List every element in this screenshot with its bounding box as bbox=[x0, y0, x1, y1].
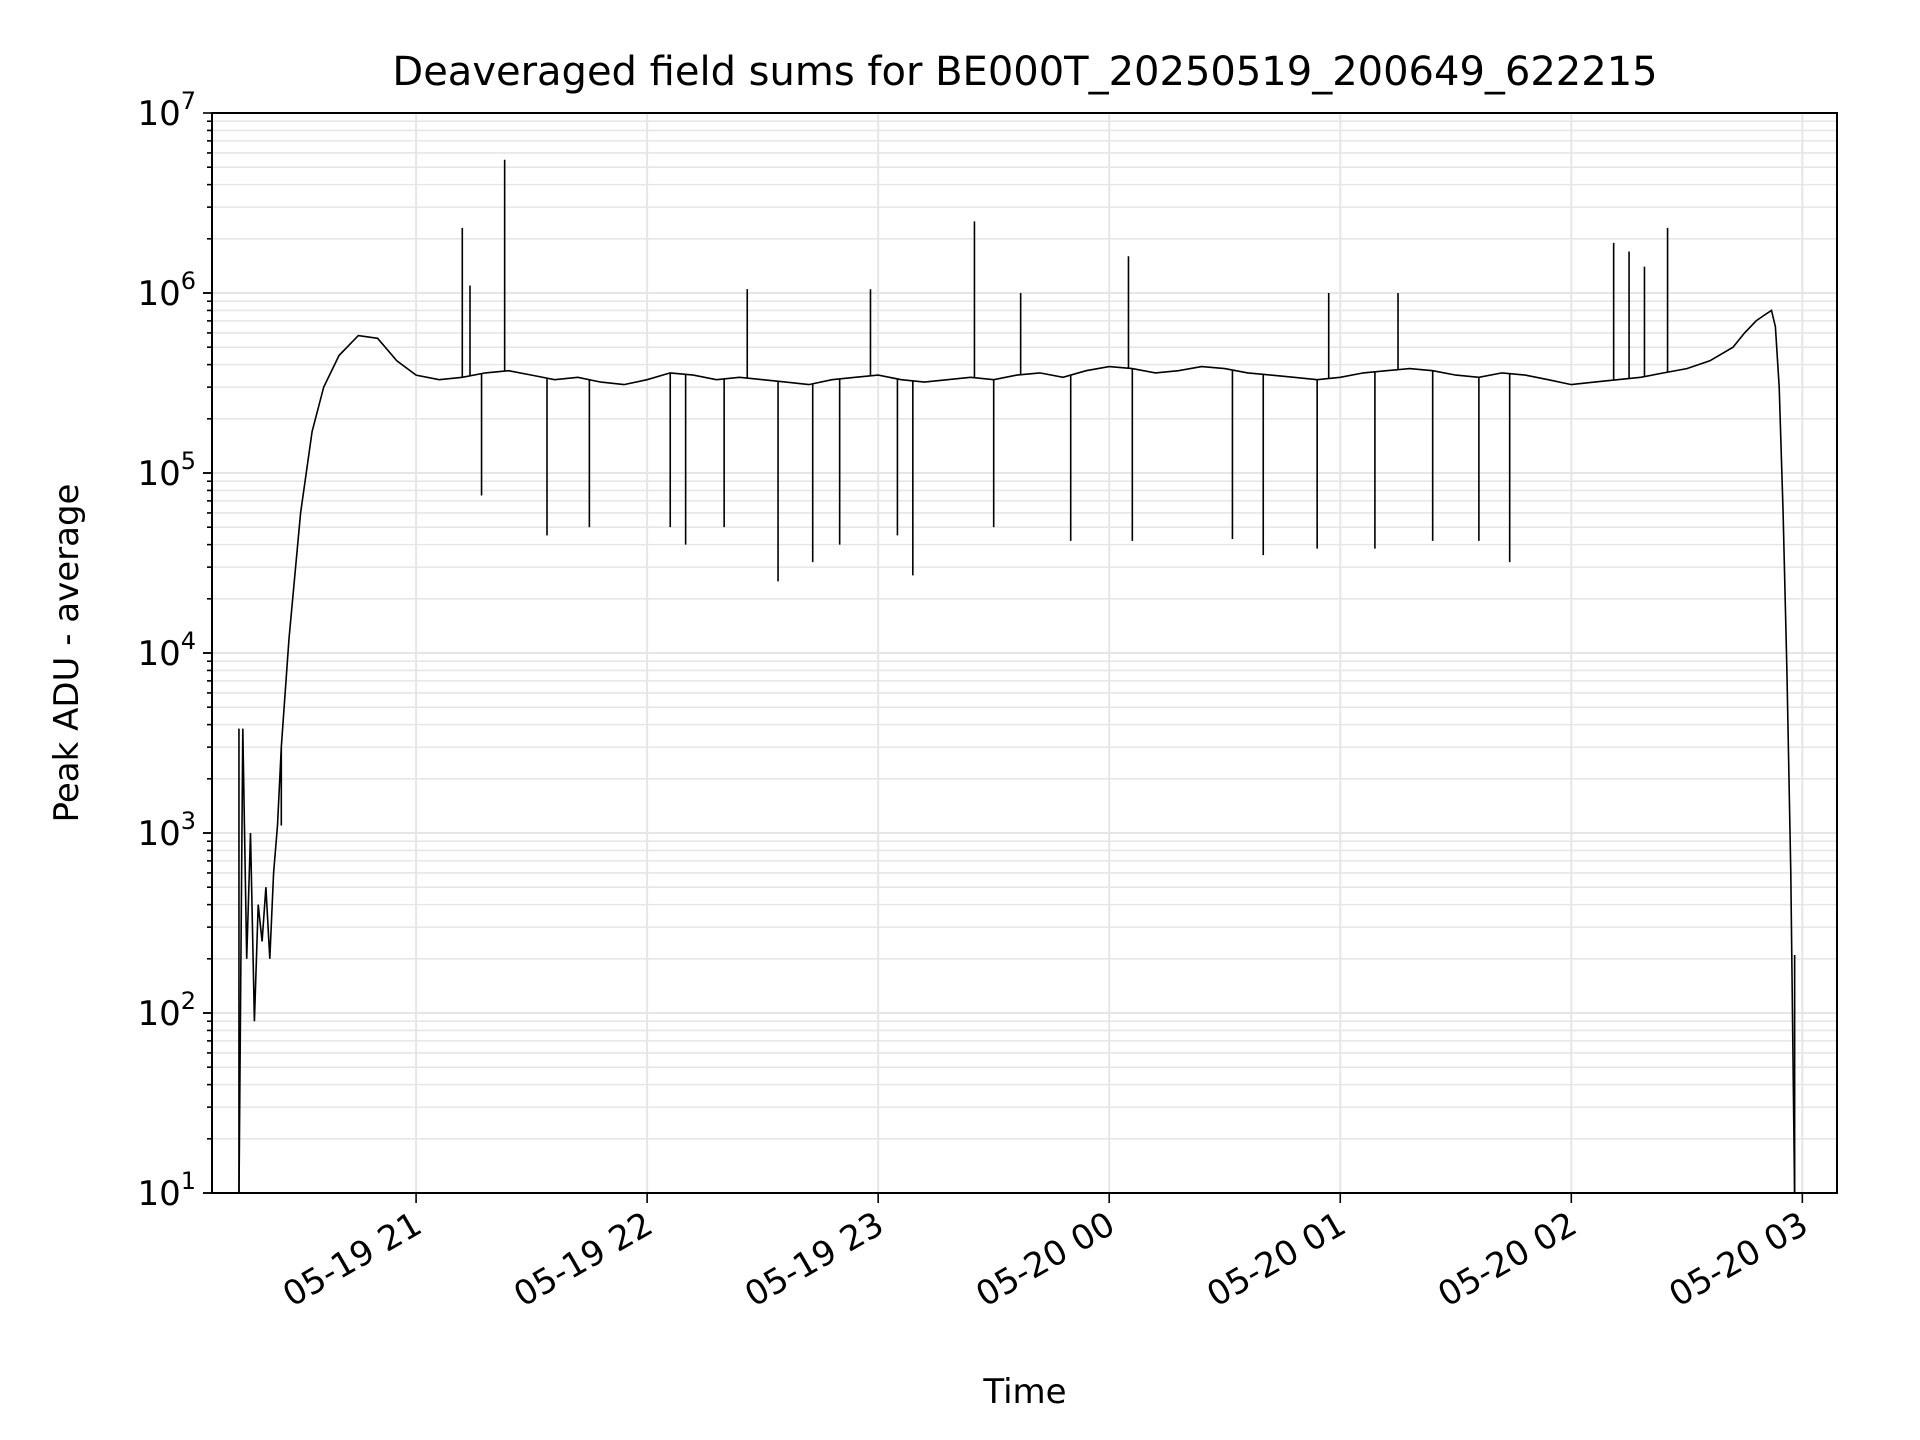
grid bbox=[212, 113, 1837, 1194]
y-tick-label: 107 bbox=[137, 87, 196, 134]
y-tick-label: 105 bbox=[137, 447, 196, 494]
chart-title: Deaveraged field sums for BE000T_2025051… bbox=[392, 49, 1657, 95]
y-axis: 101 102 103 104 105 106 107 bbox=[137, 87, 212, 1214]
y-tick-label: 103 bbox=[137, 807, 196, 854]
y-tick-label: 106 bbox=[137, 267, 196, 314]
y-tick-label: 102 bbox=[137, 987, 196, 1034]
series-line bbox=[238, 309, 1796, 1194]
y-tick-label: 101 bbox=[137, 1167, 196, 1214]
y-tick-label: 104 bbox=[137, 627, 196, 674]
x-axis-label: Time bbox=[982, 1372, 1066, 1412]
y-axis-label: Peak ADU - average bbox=[47, 484, 87, 823]
